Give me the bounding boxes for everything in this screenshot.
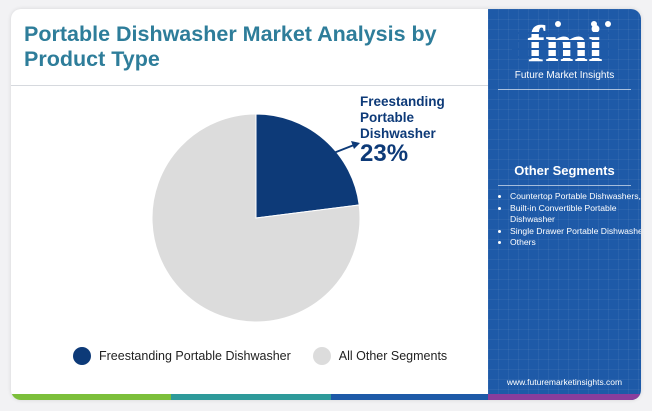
callout-arrowhead — [351, 141, 360, 149]
page-title: Portable Dishwasher Market Analysis by P… — [24, 22, 437, 71]
legend-swatch-freestanding — [73, 347, 91, 365]
callout-label-line2: Portable — [360, 110, 415, 125]
legend-label-freestanding: Freestanding Portable Dishwasher — [99, 349, 291, 363]
bar-segment-purple — [488, 394, 641, 400]
segments-divider — [498, 185, 631, 186]
sidebar-panel: fmi Future Market Insights Other Segment… — [488, 9, 641, 400]
title-divider — [11, 85, 488, 86]
legend-label-other: All Other Segments — [338, 349, 448, 363]
pie-chart — [151, 113, 361, 323]
other-segments-title: Other Segments — [514, 163, 615, 178]
logo-tagline: Future Market Insights — [514, 70, 615, 81]
pie-callout: Freestanding Portable Dishwasher 23% — [360, 94, 480, 166]
bar-segment-blue — [331, 394, 488, 400]
pie-slice-other — [151, 113, 361, 323]
fmi-logo-icon: fmi — [512, 19, 618, 67]
logo-lettering: fmi — [527, 19, 602, 67]
callout-label-line3: Dishwasher — [360, 126, 436, 141]
segment-item: Single Drawer Portable Dishwasher — [510, 226, 641, 238]
segment-item: Built-in Convertible Portable Dishwasher — [510, 203, 641, 226]
callout-arrow — [330, 144, 355, 155]
legend-swatch-other — [312, 347, 331, 365]
pie-slice-freestanding — [255, 113, 360, 219]
legend-item-other: All Other Segments — [312, 347, 448, 365]
chart-legend: Freestanding Portable Dishwasher All Oth… — [73, 347, 469, 365]
report-card: Portable Dishwasher Market Analysis by P… — [11, 9, 641, 400]
callout-label-line1: Freestanding — [360, 94, 445, 109]
logo-divider — [498, 89, 631, 90]
website-link[interactable]: www.futuremarketinsights.com — [506, 377, 623, 387]
callout-value: 23% — [360, 140, 409, 167]
other-segments-list: Countertop Portable Dishwashers, Built-i… — [497, 191, 641, 249]
bar-segment-teal — [171, 394, 331, 400]
bottom-color-bar — [11, 394, 641, 400]
legend-item-freestanding: Freestanding Portable Dishwasher — [73, 347, 291, 365]
segment-item: Countertop Portable Dishwashers, — [510, 191, 641, 203]
segment-item: Others — [510, 237, 641, 249]
bar-segment-green — [11, 394, 171, 400]
